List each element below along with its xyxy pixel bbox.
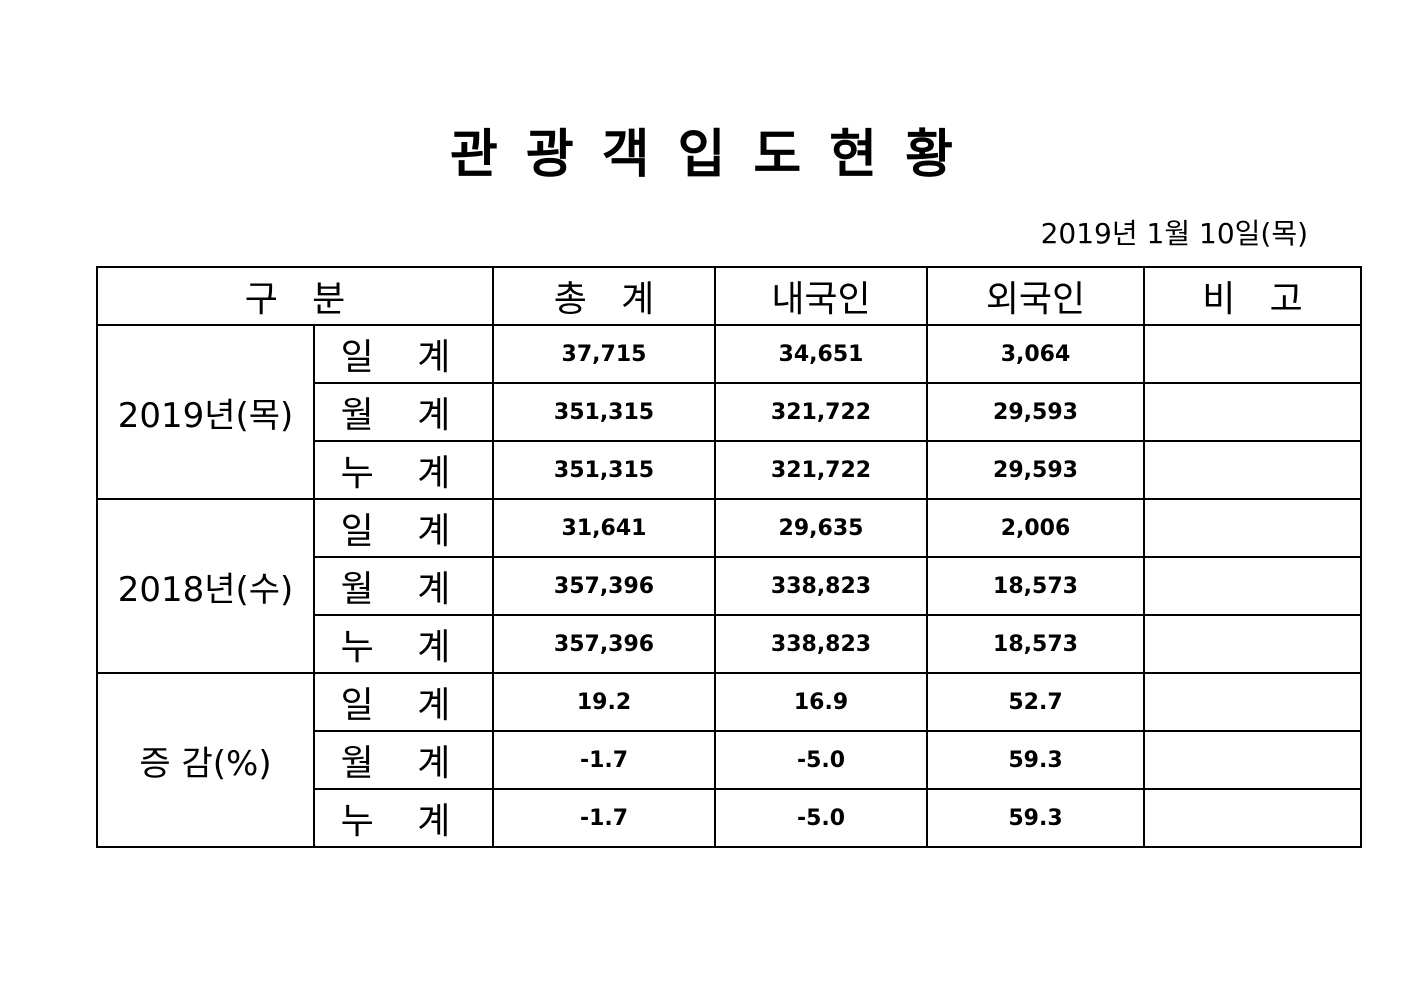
table-row: 월 계 -1.7 -5.0 59.3 [97, 730, 1362, 790]
domestic-cell: 321,722 [714, 382, 928, 442]
note-cell [1143, 324, 1362, 384]
header-row: 구 분 총 계 내국인 외국인 비 고 [96, 266, 1362, 326]
total-cell: -1.7 [492, 730, 716, 790]
foreign-cell: 18,573 [926, 556, 1145, 616]
header-note: 비 고 [1143, 266, 1362, 326]
period-label: 월 계 [313, 556, 494, 616]
total-cell: 351,315 [492, 382, 716, 442]
total-cell: 31,641 [492, 498, 716, 558]
foreign-cell: 29,593 [926, 382, 1145, 442]
foreign-cell: 3,064 [926, 324, 1145, 384]
total-cell: -1.7 [492, 788, 716, 848]
note-cell [1143, 672, 1362, 732]
foreign-cell: 18,573 [926, 614, 1145, 674]
domestic-cell: 321,722 [714, 440, 928, 500]
domestic-cell: -5.0 [714, 730, 928, 790]
total-cell: 351,315 [492, 440, 716, 500]
group-label: 2018년(수) [96, 498, 315, 674]
table-row: 증 감(%) 일 계 19.2 16.9 52.7 [96, 672, 1362, 848]
header-total: 총 계 [492, 266, 716, 326]
domestic-cell: 338,823 [714, 556, 928, 616]
foreign-cell: 2,006 [926, 498, 1145, 558]
table-row: 2019년(목) 일 계 37,715 34,651 3,064 [96, 324, 1362, 500]
header-foreign: 외국인 [926, 266, 1145, 326]
table-row: 누 계 -1.7 -5.0 59.3 [97, 788, 1362, 848]
period-label: 일 계 [313, 324, 494, 384]
period-label: 누 계 [313, 788, 494, 848]
period-label: 월 계 [313, 382, 494, 442]
foreign-cell: 52.7 [926, 672, 1145, 732]
domestic-cell: 34,651 [714, 324, 928, 384]
foreign-cell: 59.3 [926, 788, 1145, 848]
table-row: 2018년(수) 일 계 31,641 29,635 2,006 [96, 498, 1362, 674]
period-label: 월 계 [313, 730, 494, 790]
total-cell: 357,396 [492, 556, 716, 616]
domestic-cell: 29,635 [714, 498, 928, 558]
period-label: 누 계 [313, 440, 494, 500]
note-cell [1143, 382, 1362, 442]
foreign-cell: 29,593 [926, 440, 1145, 500]
note-cell [1143, 614, 1362, 674]
note-cell [1143, 440, 1362, 500]
period-label: 일 계 [313, 672, 494, 732]
note-cell [1143, 556, 1362, 616]
tourist-arrivals-table: 구 분 총 계 내국인 외국인 비 고 2019년(목) 일 계 37,715 34,… [96, 266, 1362, 848]
group-label: 2019년(목) [96, 324, 315, 500]
domestic-cell: -5.0 [714, 788, 928, 848]
total-cell: 357,396 [492, 614, 716, 674]
table-row: 누 계 351,315 321,722 29,593 [97, 440, 1362, 500]
report-date: 2019년 1월 10일(목) [1040, 217, 1308, 250]
foreign-cell: 59.3 [926, 730, 1145, 790]
group-label: 증 감(%) [96, 672, 315, 848]
domestic-cell: 16.9 [714, 672, 928, 732]
note-cell [1143, 730, 1362, 790]
period-label: 일 계 [313, 498, 494, 558]
domestic-cell: 338,823 [714, 614, 928, 674]
total-cell: 19.2 [492, 672, 716, 732]
header-domestic: 내국인 [714, 266, 928, 326]
header-category: 구 분 [96, 266, 494, 326]
table-row: 월 계 351,315 321,722 29,593 [97, 382, 1362, 442]
note-cell [1143, 788, 1362, 848]
period-label: 누 계 [313, 614, 494, 674]
note-cell [1143, 498, 1362, 558]
page-title: 관광객입도현황 [450, 125, 981, 185]
table-row: 누 계 357,396 338,823 18,573 [97, 614, 1362, 674]
table-row: 월 계 357,396 338,823 18,573 [97, 556, 1362, 616]
total-cell: 37,715 [492, 324, 716, 384]
